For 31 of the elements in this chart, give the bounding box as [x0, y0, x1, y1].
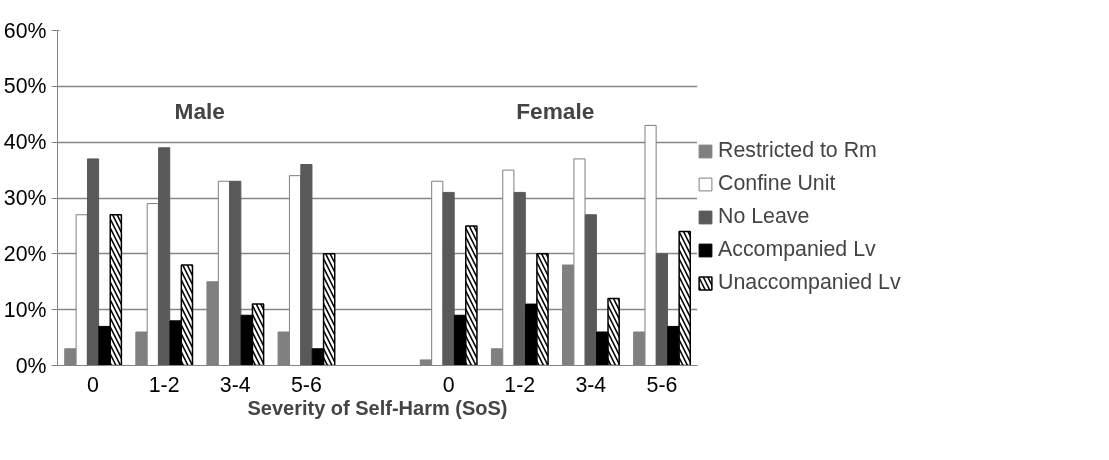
bar: [229, 180, 242, 366]
y-tick-label: 50%: [3, 74, 47, 99]
legend-label: Confine Unit: [718, 171, 836, 196]
x-tick-label: 1-2: [504, 372, 536, 397]
bar: [86, 158, 100, 366]
x-tick-label: 5-6: [290, 372, 322, 397]
x-tick-label: 3-4: [219, 372, 251, 397]
x-tick-label: 0: [442, 372, 455, 397]
x-tick-label: 0: [87, 372, 100, 397]
x-tick-label: 3-4: [575, 372, 607, 397]
x-tick-label: 1-2: [148, 372, 180, 397]
annotation: Female: [516, 98, 595, 125]
legend-label: No Leave: [718, 204, 810, 229]
annotation: Male: [174, 98, 225, 125]
bar: [655, 253, 669, 366]
y-tick-label: 60%: [3, 18, 47, 43]
bar: [158, 147, 171, 366]
legend-label: Restricted to Rm: [718, 138, 877, 163]
x-tick-label: 5-6: [646, 372, 678, 397]
y-tick-label: 30%: [3, 186, 47, 210]
x-axis-title: Severity of Self-Harm (SoS): [247, 396, 508, 419]
bar: [442, 191, 455, 366]
bar: [300, 164, 313, 366]
legend-label: Accompanied Lv: [718, 237, 876, 262]
y-tick-label: 40%: [3, 130, 47, 155]
y-tick-label: 10%: [3, 297, 47, 322]
y-tick-label: 20%: [3, 241, 47, 266]
bar: [584, 214, 597, 366]
y-tick-label: 0%: [15, 353, 47, 378]
bar: [513, 191, 526, 366]
legend-label: Unaccompanied Lv: [718, 270, 901, 295]
